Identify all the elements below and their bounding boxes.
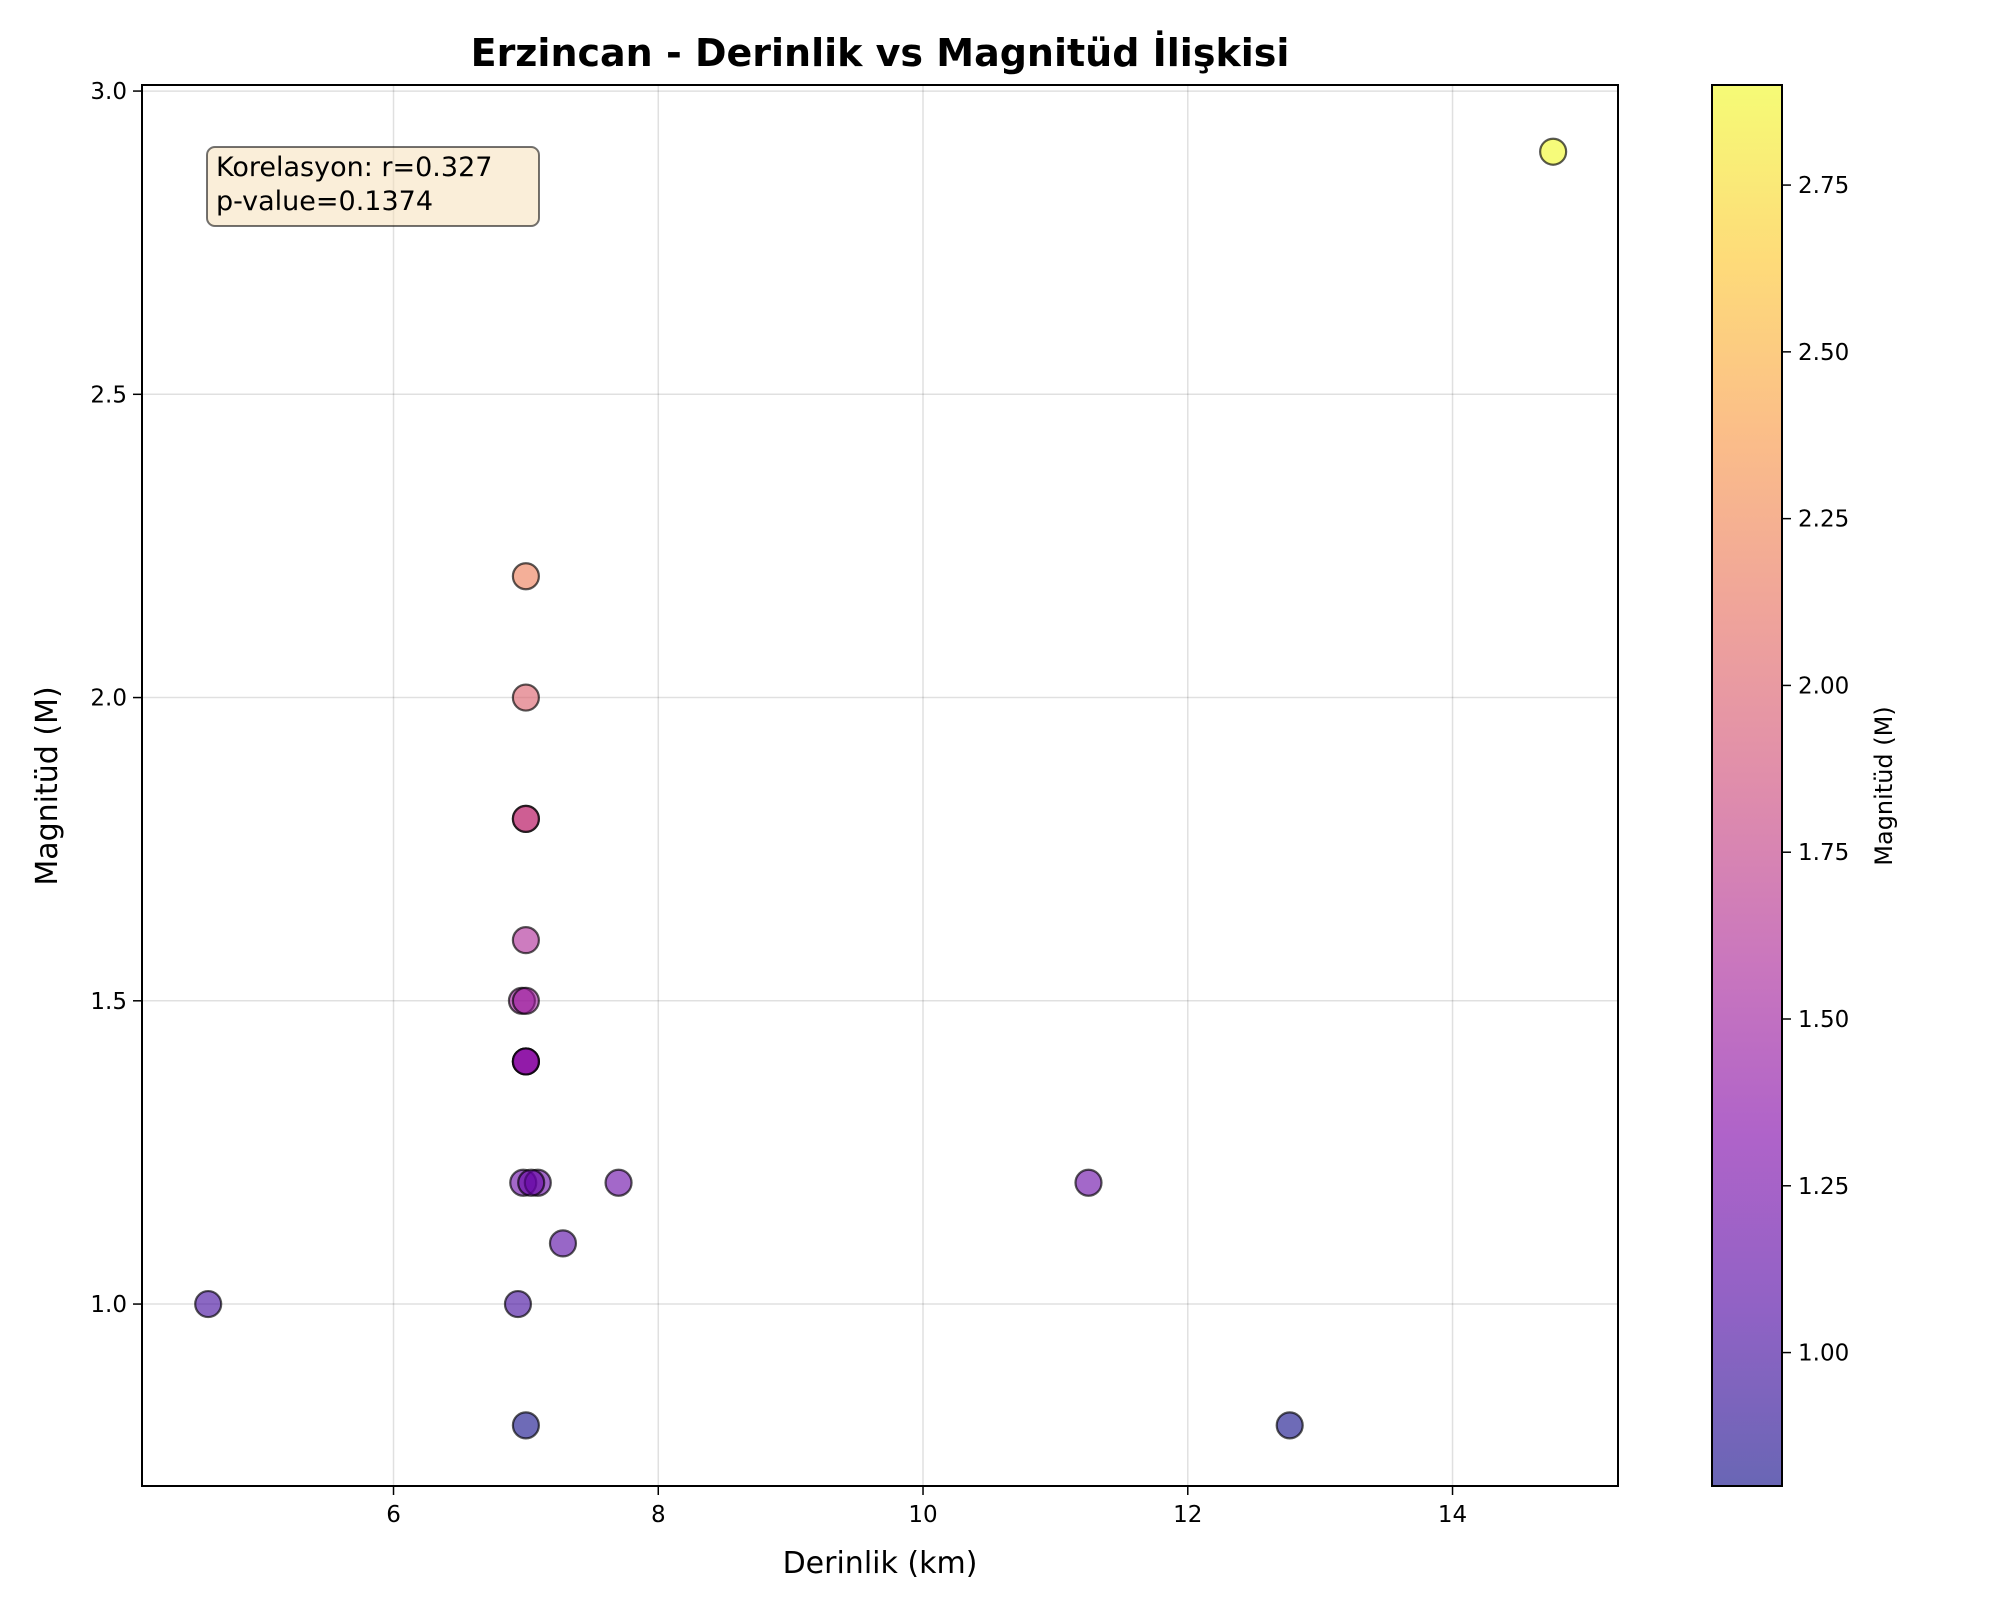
y-tick-label: 2.0 [90,686,127,712]
data-point [511,1047,540,1076]
chart-title: Erzincan - Derinlik vs Magnitüd İlişkisi [471,31,1290,75]
colorbar-frame [1711,84,1783,1487]
colorbar-tick-label: 2.25 [1798,507,1849,533]
colorbar-tick-label: 2.50 [1798,340,1849,366]
correlation-annotation: Korelasyon: r=0.327 p-value=0.1374 [206,146,540,227]
data-point [517,1168,546,1197]
annotation-correlation: Korelasyon: r=0.327 [216,152,492,183]
colorbar-gradient [1712,85,1782,1486]
y-axis-ticks: 1.0 1.5 2.0 2.5 3.0 [90,79,142,1318]
data-point [1074,1168,1103,1197]
colorbar-tick-label: 1.00 [1798,1341,1849,1367]
y-tick-label: 3.0 [90,79,127,105]
data-point [604,1168,633,1197]
data-point [548,1229,578,1258]
x-axis-ticks: 6 8 10 12 14 [386,1486,1467,1528]
x-tick-label: 14 [1438,1502,1467,1528]
x-tick-label: 12 [1173,1502,1202,1528]
y-tick-label: 1.0 [90,1292,127,1318]
plot-frame [141,84,1619,1487]
data-point [511,986,540,1015]
data-point [194,1289,223,1319]
grid-lines [142,85,1618,1486]
y-axis-label: Magnitüd (M) [30,686,65,885]
annotation-box [206,146,540,227]
colorbar-label: Magnitüd (M) [1870,706,1898,865]
colorbar-tick-label: 2.00 [1798,673,1849,699]
y-tick-label: 2.5 [90,382,127,408]
colorbar-tick-label: 1.25 [1798,1174,1849,1200]
data-point [503,1289,533,1319]
annotation-pvalue: p-value=0.1374 [216,186,433,217]
data-point [511,926,540,955]
x-tick-label: 6 [386,1502,401,1528]
data-point [511,562,540,591]
colorbar-tick-label: 1.50 [1798,1007,1849,1033]
x-tick-label: 8 [651,1502,666,1528]
x-tick-label: 10 [908,1502,937,1528]
colorbar-tick-label: 1.75 [1798,840,1849,866]
data-points [194,137,1568,1440]
x-axis-label: Derinlik (km) [783,1546,978,1581]
colorbar-tick-label: 2.75 [1798,173,1849,199]
data-point [511,804,540,833]
data-point [1539,137,1568,166]
data-point [511,1411,540,1440]
y-tick-label: 1.5 [90,989,127,1015]
data-point [511,683,540,712]
colorbar-ticks: 1.00 1.25 1.50 1.75 2.00 2.25 2.50 2.75 [1782,173,1849,1367]
data-point [1275,1411,1304,1440]
colorbar: 1.00 1.25 1.50 1.75 2.00 2.25 2.50 2.75 Magnitü… [1711,84,1898,1487]
